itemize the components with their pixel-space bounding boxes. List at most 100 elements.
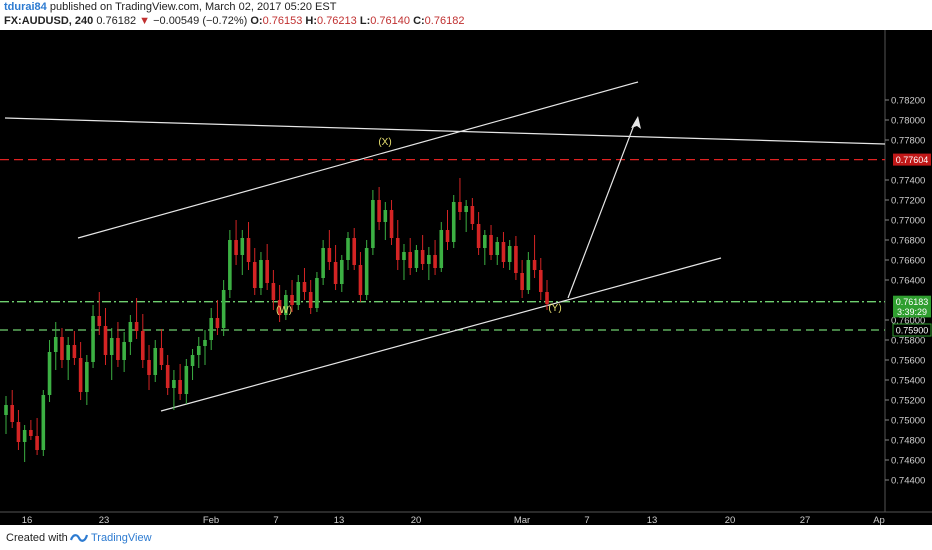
time-tick-label: 13 bbox=[334, 515, 345, 525]
candle-body bbox=[308, 292, 313, 308]
candle-body bbox=[358, 265, 363, 295]
symbol-label[interactable]: FX:AUDUSD, 240 bbox=[4, 15, 94, 27]
candle-body bbox=[265, 260, 269, 283]
candle-body bbox=[97, 316, 102, 326]
price-chart[interactable]: 0.78200 0.78000 0.77800 0.77400 0.77200 0.770… bbox=[0, 30, 932, 525]
time-tick-label: 7 bbox=[584, 515, 589, 525]
low-label: L: bbox=[359, 15, 371, 27]
candle-body bbox=[545, 292, 549, 304]
candle-body bbox=[203, 340, 207, 346]
author-link[interactable]: tdurai84 bbox=[4, 1, 47, 13]
candle-body bbox=[35, 436, 39, 450]
candle-body bbox=[165, 365, 170, 388]
candle-body bbox=[271, 283, 276, 300]
candle-body bbox=[10, 405, 15, 422]
candle-body bbox=[240, 238, 245, 255]
price-tick-label: 0.76000 bbox=[891, 316, 925, 327]
time-axis[interactable]: 16 23 Feb 7 13 20 Mar 7 13 20 27 Ap bbox=[22, 515, 885, 525]
candle-body bbox=[302, 282, 307, 292]
candle-body bbox=[339, 260, 344, 284]
candle-body bbox=[346, 238, 350, 260]
price-axis[interactable]: 0.78200 0.78000 0.77800 0.77400 0.77200 0.770… bbox=[885, 96, 925, 487]
price-badge bbox=[893, 305, 931, 318]
drawings bbox=[4, 81, 886, 412]
candle-body bbox=[22, 430, 27, 442]
candle-body bbox=[445, 230, 450, 242]
candle-body bbox=[184, 366, 189, 394]
low-value: 0.76140 bbox=[370, 15, 410, 27]
price-tick-label: 0.74800 bbox=[891, 436, 925, 447]
candle-body bbox=[439, 230, 444, 268]
open-value: 0.76153 bbox=[262, 15, 303, 27]
footer: Created with TradingView bbox=[0, 525, 932, 550]
candle-body bbox=[371, 200, 375, 248]
tradingview-link[interactable]: TradingView bbox=[91, 532, 152, 544]
price-tick-label: 0.77800 bbox=[891, 136, 925, 147]
candle-body bbox=[159, 348, 164, 365]
price-tick-label: 0.75200 bbox=[891, 396, 925, 407]
candle-body bbox=[196, 346, 201, 355]
publisher-line: tdurai84 published on TradingView.com, M… bbox=[4, 1, 336, 13]
price-badge bbox=[893, 153, 931, 166]
candle-body bbox=[507, 246, 512, 262]
candle-body bbox=[4, 405, 8, 415]
time-tick-label: 20 bbox=[411, 515, 422, 525]
candle-body bbox=[116, 338, 120, 360]
candle-body bbox=[333, 262, 338, 284]
resistance-trendline bbox=[4, 117, 886, 145]
price-tick-label: 0.75800 bbox=[891, 336, 925, 347]
candle-body bbox=[538, 270, 543, 292]
price-tick-label: 0.76600 bbox=[891, 256, 925, 267]
candle-body bbox=[246, 238, 251, 262]
candle-body bbox=[209, 318, 214, 340]
down-arrow-icon: ▼ bbox=[139, 15, 151, 27]
price-badge-label: 0.77604 bbox=[896, 155, 929, 165]
price-tick-label: 0.74400 bbox=[891, 476, 925, 487]
price-badge bbox=[892, 323, 932, 337]
candle-body bbox=[284, 295, 288, 315]
candle-body bbox=[514, 246, 518, 273]
candle-body bbox=[109, 338, 114, 355]
candle-body bbox=[91, 316, 95, 362]
wave-labels: (W) (X) (Y) bbox=[276, 137, 562, 316]
time-tick-label: 20 bbox=[725, 515, 736, 525]
candle-body bbox=[296, 282, 301, 305]
time-tick-label: Feb bbox=[203, 515, 219, 525]
candle-body bbox=[402, 252, 406, 260]
price-tick-label: 0.77000 bbox=[891, 216, 925, 227]
candle-body bbox=[16, 422, 21, 442]
open-label: O: bbox=[250, 15, 263, 27]
candle-body bbox=[408, 252, 412, 268]
candle-body bbox=[352, 238, 357, 265]
price-badge-label: 0.75900 bbox=[896, 326, 929, 336]
price-tick-label: 0.74600 bbox=[891, 456, 925, 467]
time-tick-label: 7 bbox=[273, 515, 278, 525]
price-badge-label: 3:39:29 bbox=[897, 307, 927, 317]
price-tick-label: 0.75600 bbox=[891, 356, 925, 367]
candle-body bbox=[433, 255, 437, 268]
price-badge bbox=[893, 295, 931, 308]
ohlc-line: FX:AUDUSD, 240 0.76182 ▼ −0.00549 (−0.72… bbox=[4, 15, 464, 27]
time-tick-label: 13 bbox=[647, 515, 658, 525]
candle-body bbox=[501, 242, 506, 262]
horizontal-levels bbox=[0, 158, 885, 331]
high-label: H: bbox=[305, 15, 318, 27]
tradingview-logo-icon bbox=[70, 534, 88, 542]
candle-body bbox=[153, 348, 158, 375]
candle-body bbox=[190, 355, 195, 366]
last-price: 0.76182 bbox=[96, 15, 137, 27]
time-tick-label: Ap bbox=[873, 515, 885, 525]
candle-body bbox=[377, 200, 381, 222]
candle-body bbox=[520, 273, 524, 290]
candle-body bbox=[427, 255, 431, 264]
candle-body bbox=[383, 210, 388, 222]
high-value: 0.76213 bbox=[317, 15, 357, 27]
candle-body bbox=[60, 337, 64, 360]
candle-body bbox=[414, 250, 419, 268]
candle-body bbox=[103, 326, 108, 355]
candle-body bbox=[451, 202, 456, 242]
candle-body bbox=[215, 318, 220, 328]
time-tick-label: 16 bbox=[22, 515, 33, 525]
candle-body bbox=[489, 235, 493, 255]
